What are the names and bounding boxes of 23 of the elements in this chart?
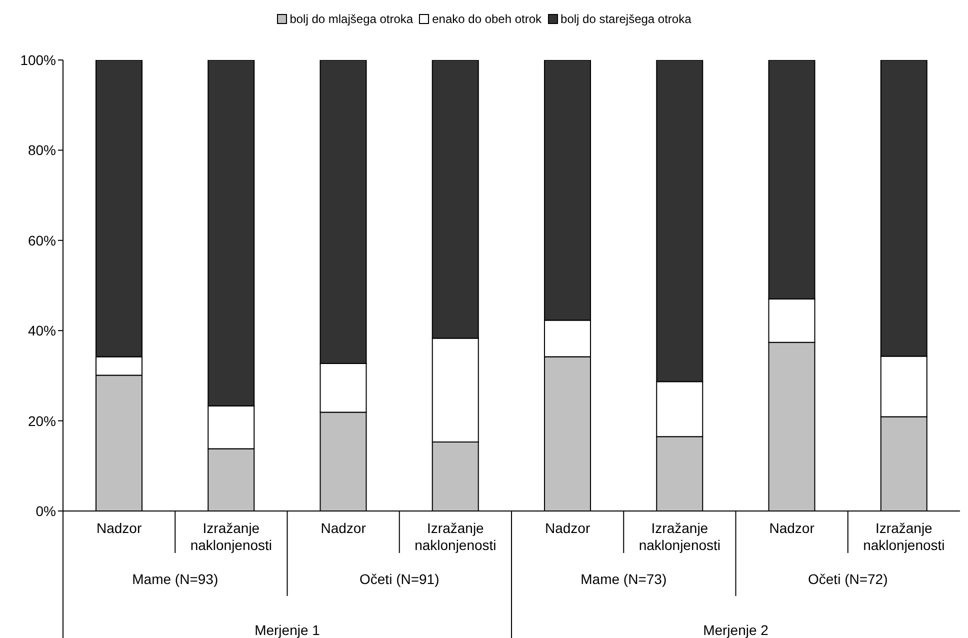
- text: Merjenje 1: [254, 622, 320, 638]
- legend-label: bolj do mlajšega otroka: [290, 12, 414, 26]
- text: Mame (N=93): [132, 571, 218, 587]
- text: Mame (N=73): [580, 571, 667, 587]
- y-tick-label: 60%: [28, 232, 56, 248]
- y-tick-label: 0%: [36, 502, 56, 519]
- x-tick-label: Nadzor: [769, 520, 815, 536]
- text: Očeti (N=91): [360, 571, 440, 587]
- y-tick-label: 80%: [28, 142, 56, 158]
- x-tick-label: Nadzor: [544, 520, 590, 536]
- text: Merjenje 2: [703, 622, 769, 638]
- x-tick-label: Izražanje naklonjenosti: [414, 520, 496, 553]
- x-tick-label: Nadzor: [320, 520, 366, 536]
- x-tick-label: Izražanje naklonjenosti: [863, 520, 945, 553]
- x-tick-label: Izražanje naklonjenosti: [190, 520, 272, 553]
- legend-label: enako do obeh otrok: [432, 12, 542, 26]
- y-tick-label: 40%: [28, 322, 56, 339]
- legend-label: bolj do starejšega otroka: [560, 12, 692, 26]
- y-tick-label: 20%: [28, 412, 56, 429]
- x-tick-label: Nadzor: [96, 520, 142, 536]
- text: Očeti (N=72): [808, 571, 888, 587]
- y-tick-label: 100%: [20, 52, 56, 68]
- x-tick-label: Izražanje naklonjenosti: [638, 520, 721, 553]
